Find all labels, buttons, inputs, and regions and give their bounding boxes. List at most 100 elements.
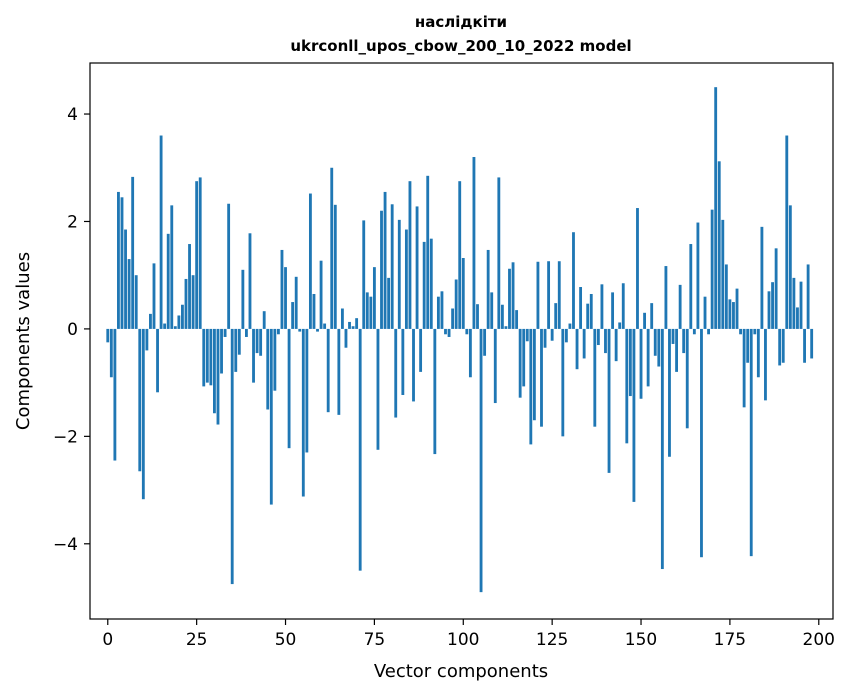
bar-5 <box>124 229 127 329</box>
bar-69 <box>351 326 355 329</box>
bar-2 <box>113 328 117 461</box>
bar-140 <box>604 328 607 354</box>
bar-91 <box>429 238 433 329</box>
y-tick-label-0: 0 <box>67 320 78 340</box>
bar-68 <box>348 321 351 329</box>
bar-3 <box>117 191 120 329</box>
bar-37 <box>237 328 241 355</box>
bar-17 <box>166 233 170 329</box>
bar-178 <box>739 328 742 335</box>
bar-110 <box>497 177 501 329</box>
bar-67 <box>344 328 348 348</box>
bar-185 <box>764 328 767 401</box>
bar-76 <box>376 328 380 450</box>
bar-10 <box>141 328 145 500</box>
bar-142 <box>611 292 615 329</box>
bar-56 <box>305 328 309 453</box>
bar-177 <box>735 288 739 329</box>
bar-61 <box>323 323 327 329</box>
bar-82 <box>397 219 401 329</box>
bar-157 <box>664 266 668 329</box>
bar-57 <box>308 193 312 329</box>
bar-164 <box>689 244 693 329</box>
bar-32 <box>220 328 223 374</box>
bar-30 <box>213 328 216 414</box>
bar-127 <box>557 261 561 329</box>
bar-188 <box>774 248 778 329</box>
bar-19 <box>173 326 177 329</box>
chart-title: наслідкіти <box>415 13 507 31</box>
bar-89 <box>422 241 426 329</box>
bar-71 <box>358 328 362 571</box>
bar-165 <box>692 328 696 335</box>
bar-55 <box>301 328 305 497</box>
bar-16 <box>163 323 167 329</box>
bar-15 <box>159 135 163 329</box>
bar-65 <box>337 328 341 415</box>
bar-59 <box>316 328 319 332</box>
bar-114 <box>511 262 515 329</box>
bar-172 <box>717 161 721 329</box>
bar-101 <box>465 328 469 335</box>
bar-52 <box>291 302 295 329</box>
x-tick-label-175: 175 <box>714 630 746 650</box>
bar-6 <box>127 259 131 329</box>
bar-88 <box>419 328 423 372</box>
bar-116 <box>518 328 522 398</box>
bar-22 <box>184 278 188 329</box>
bar-158 <box>668 328 671 457</box>
bar-147 <box>628 328 632 397</box>
bar-9 <box>138 328 142 472</box>
bar-99 <box>458 181 462 329</box>
x-tick-label-100: 100 <box>447 630 479 650</box>
bar-132 <box>575 328 579 370</box>
bar-45 <box>266 328 270 410</box>
bar-90 <box>426 175 430 329</box>
bar-153 <box>650 303 654 329</box>
x-axis-label: Vector components <box>374 661 548 682</box>
bar-47 <box>273 328 277 391</box>
bars <box>106 87 814 593</box>
bar-111 <box>500 304 504 329</box>
bar-191 <box>785 135 789 329</box>
bar-66 <box>340 308 344 329</box>
bar-85 <box>408 181 412 329</box>
bar-136 <box>589 293 593 329</box>
bar-48 <box>276 328 280 335</box>
bar-196 <box>803 328 806 363</box>
bar-77 <box>380 210 383 329</box>
bar-184 <box>760 226 764 329</box>
bar-117 <box>522 328 526 387</box>
bar-187 <box>771 282 774 329</box>
bar-49 <box>280 249 284 329</box>
bar-23 <box>188 244 191 329</box>
bar-18 <box>170 205 174 329</box>
bar-194 <box>796 307 799 329</box>
bar-163 <box>685 328 689 429</box>
bar-81 <box>394 328 398 418</box>
bar-8 <box>134 275 138 329</box>
bar-11 <box>145 328 149 351</box>
bar-162 <box>682 328 686 354</box>
bar-12 <box>149 313 152 329</box>
bar-183 <box>756 328 760 378</box>
bar-79 <box>387 277 391 329</box>
bar-0 <box>106 328 110 343</box>
x-tick-label-50: 50 <box>275 630 297 650</box>
y-tick-label--2: −2 <box>53 427 78 447</box>
y-tick-label--4: −4 <box>53 535 78 555</box>
bar-80 <box>390 204 394 329</box>
bar-171 <box>714 87 718 329</box>
bar-106 <box>483 328 487 356</box>
bar-54 <box>298 328 302 332</box>
bar-167 <box>700 328 703 558</box>
bar-35 <box>230 328 234 585</box>
bar-161 <box>678 284 682 329</box>
bar-179 <box>742 328 746 408</box>
bar-141 <box>607 328 611 473</box>
bar-155 <box>657 328 661 367</box>
bar-113 <box>508 268 511 329</box>
bar-173 <box>721 219 725 329</box>
bar-180 <box>746 328 750 363</box>
bar-74 <box>369 296 373 329</box>
